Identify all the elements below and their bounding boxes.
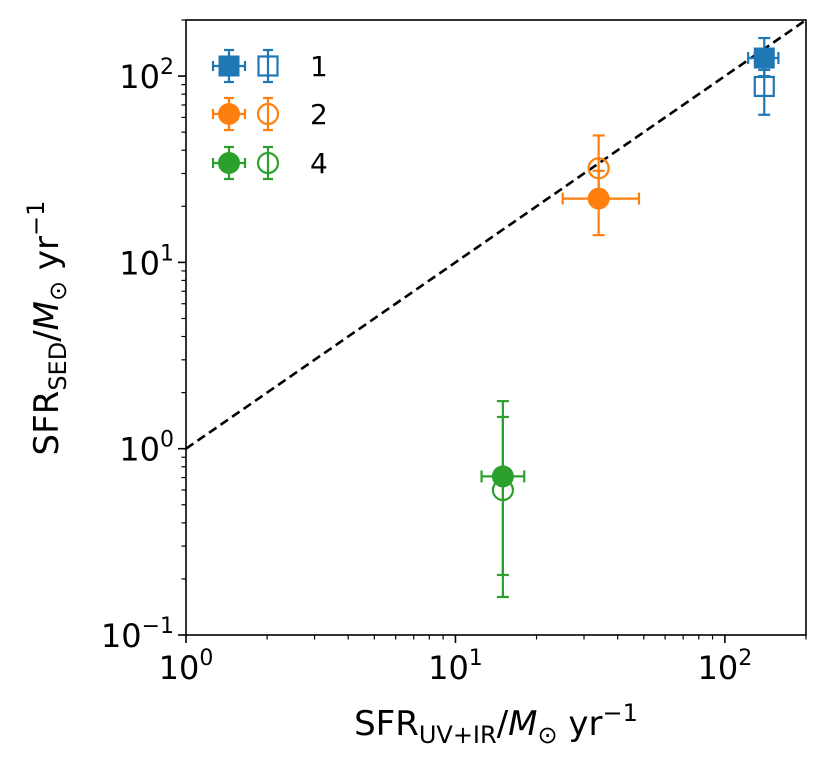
y-tick-exp: 0: [160, 428, 174, 453]
legend-entry-4: 4: [211, 145, 328, 181]
x-label-sub: UV+IR: [419, 721, 497, 749]
y-axis-label: SFRSED/M⊙ yr−1: [22, 201, 72, 456]
x-axis-label: SFRUV+IR/M⊙ yr−1: [354, 699, 638, 749]
y-tick-label: 100: [119, 428, 174, 469]
x-label-unit: yr: [558, 704, 603, 744]
legend-filled-marker: [218, 152, 240, 174]
filled-marker: [491, 465, 514, 488]
y-tick-exp: 1: [160, 241, 174, 266]
y-tick-exp: −1: [142, 614, 174, 639]
open-marker: [753, 75, 775, 98]
x-label-unit-sup: −1: [603, 699, 638, 727]
x-tick-exp: 0: [199, 646, 213, 671]
y-tick-base: 10: [101, 617, 142, 655]
y-tick-base: 10: [119, 431, 160, 469]
legend-open-marker: [257, 55, 279, 77]
legend: 1 2 4: [211, 48, 328, 181]
x-tick-exp: 1: [469, 646, 483, 671]
y-label-var: M: [27, 301, 67, 330]
x-label-var: M: [508, 704, 537, 744]
series-2: [561, 134, 641, 237]
legend-filled-marker: [218, 103, 240, 125]
series-4: [480, 400, 526, 599]
x-tick-label: 100: [159, 646, 214, 687]
y-label-main: SFR: [27, 391, 67, 456]
x-label-var-sub: ⊙: [538, 721, 558, 749]
legend-filled-marker: [218, 55, 240, 77]
legend-entry-1: 1: [211, 48, 328, 84]
legend-label: 1: [310, 50, 328, 83]
y-tick-label: 101: [119, 241, 174, 282]
y-tick-exp: 2: [160, 55, 174, 80]
plot-area: [185, 19, 807, 636]
y-label-sub: SED: [44, 342, 72, 391]
legend-label: 4: [310, 147, 328, 180]
x-tick-label: 101: [428, 646, 483, 687]
y-label-unit-sup: −1: [22, 201, 50, 236]
x-tick-base: 10: [698, 649, 739, 687]
axes: [185, 19, 807, 636]
x-label-sep: /: [497, 704, 509, 744]
x-tick-base: 10: [428, 649, 469, 687]
y-label-var-sub: ⊙: [44, 281, 72, 301]
filled-marker: [753, 47, 775, 69]
legend-open-marker: [256, 102, 280, 126]
legend-open-marker: [256, 151, 280, 175]
x-tick-base: 10: [159, 649, 200, 687]
data-points: [480, 36, 780, 599]
y-tick-base: 10: [119, 58, 160, 96]
y-tick-label: 10−1: [101, 614, 174, 655]
y-label-sep: /: [27, 330, 67, 342]
y-tick-label: 102: [119, 55, 174, 96]
filled-marker: [587, 187, 610, 210]
x-tick-exp: 2: [738, 646, 752, 671]
series-1: [747, 36, 780, 116]
one-to-one-line: [185, 18, 807, 450]
legend-entry-2: 2: [211, 96, 328, 132]
y-label-unit: yr: [27, 236, 67, 281]
x-tick-label: 102: [698, 646, 753, 687]
reference-line-group: [185, 18, 807, 450]
y-tick-base: 10: [119, 244, 160, 282]
legend-label: 2: [310, 98, 328, 131]
x-label-main: SFR: [354, 704, 419, 744]
